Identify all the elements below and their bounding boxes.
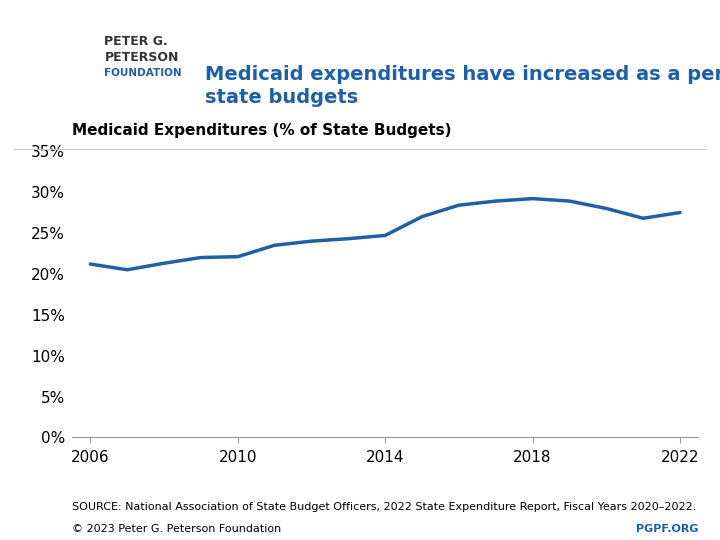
Text: Medicaid expenditures have increased as a percentage of
state budgets: Medicaid expenditures have increased as … xyxy=(205,65,720,107)
Text: © 2023 Peter G. Peterson Foundation: © 2023 Peter G. Peterson Foundation xyxy=(72,524,282,534)
Text: PETER G.: PETER G. xyxy=(104,35,168,48)
Text: ⚗: ⚗ xyxy=(39,50,62,74)
Text: PETERSON: PETERSON xyxy=(104,51,179,64)
Text: SOURCE: National Association of State Budget Officers, 2022 State Expenditure Re: SOURCE: National Association of State Bu… xyxy=(72,502,696,512)
Text: FOUNDATION: FOUNDATION xyxy=(104,68,182,78)
Text: Medicaid Expenditures (% of State Budgets): Medicaid Expenditures (% of State Budget… xyxy=(72,123,451,138)
Text: PGPF.ORG: PGPF.ORG xyxy=(636,524,698,534)
